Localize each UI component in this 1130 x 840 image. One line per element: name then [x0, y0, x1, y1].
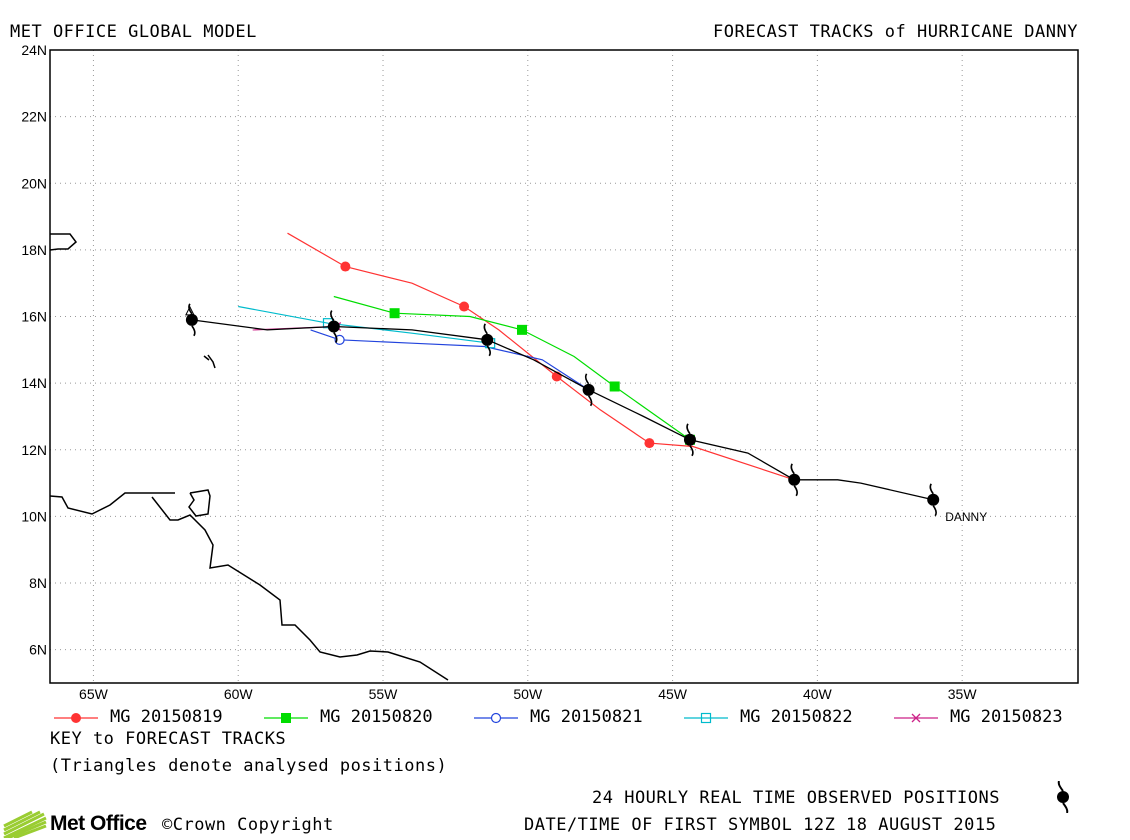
- series-marker: [644, 438, 655, 449]
- y-tick-label: 8N: [29, 575, 47, 591]
- model-title: MET OFFICE GLOBAL MODEL: [10, 22, 257, 42]
- series-marker: [389, 308, 400, 319]
- series-marker: [459, 301, 470, 312]
- x-tick-label: 65W: [79, 686, 109, 702]
- series-marker: [71, 713, 81, 723]
- y-tick-label: 16N: [21, 309, 47, 325]
- observed-position-symbol: [927, 483, 940, 517]
- observed-positions-label: 24 HOURLY REAL TIME OBSERVED POSITIONS: [592, 788, 1000, 808]
- observed-position-symbol: [683, 423, 696, 457]
- series-mg-20150820: [333, 295, 695, 445]
- legend-swatch: [54, 713, 98, 723]
- coastline-island-small: [203, 355, 210, 361]
- legend-label: MG 20150819: [110, 707, 223, 727]
- y-tick-label: 22N: [21, 109, 47, 125]
- y-tick-label: 12N: [21, 442, 47, 458]
- observed-position-symbol: [788, 463, 801, 497]
- chart-title: FORECAST TRACKS of HURRICANE DANNY: [713, 22, 1078, 42]
- axis-tick-labels: 65W 60W 55W 50W 45W 40W 35W 6N 8N 10N 12N 14N 16N 18N…: [21, 42, 977, 702]
- legend-swatch: [474, 712, 518, 724]
- legend-entry: MG 20150820: [262, 707, 433, 729]
- legend-label: MG 20150820: [320, 707, 433, 727]
- map-grid: [50, 49, 1078, 683]
- legend-entry: MG 20150822: [682, 707, 853, 729]
- series-marker: [517, 324, 528, 335]
- legend-swatch: [264, 713, 308, 723]
- legend-entry: MG 20150823: [892, 707, 1063, 729]
- x-tick-label: 60W: [224, 686, 254, 702]
- copyright-text: ©Crown Copyright: [162, 815, 334, 835]
- series-mg-20150821: [310, 329, 594, 395]
- series-line: [238, 305, 491, 344]
- series-marker: [334, 334, 345, 345]
- observed-position-symbol: [481, 323, 494, 357]
- x-tick-label: 45W: [658, 686, 688, 702]
- series-marker: [911, 713, 921, 723]
- y-tick-label: 20N: [21, 175, 47, 191]
- met-office-logo-text: Met Office: [50, 812, 147, 835]
- key-note: (Triangles denote analysed positions): [50, 756, 448, 776]
- hurricane-symbol-icon: [1057, 781, 1069, 813]
- observed-track: [185, 303, 940, 517]
- legend-entry: MG 20150821: [472, 707, 643, 729]
- legend-label: MG 20150823: [950, 707, 1063, 727]
- coastline-island-chain: [207, 354, 216, 369]
- series-marker: [340, 261, 351, 272]
- first-symbol-date-label: DATE/TIME OF FIRST SYMBOL 12Z 18 AUGUST …: [524, 815, 997, 835]
- series-line: [333, 295, 691, 441]
- plot-frame: [49, 49, 1079, 684]
- x-tick-label: 40W: [803, 686, 833, 702]
- series-line: [287, 232, 795, 481]
- observed-position-symbol: [582, 373, 595, 407]
- legend-label: MG 20150822: [740, 707, 853, 727]
- series-mg-20150819: [287, 232, 800, 485]
- series-line: [310, 329, 589, 391]
- y-tick-label: 18N: [21, 242, 47, 258]
- x-tick-label: 35W: [948, 686, 978, 702]
- series-marker: [700, 712, 712, 724]
- series-marker: [490, 712, 502, 724]
- observed-position-symbol: [327, 310, 340, 343]
- x-tick-label: 50W: [513, 686, 543, 702]
- legend-swatch: [894, 713, 938, 723]
- forecast-series: [238, 232, 800, 485]
- analysed-position-triangle: [185, 305, 195, 316]
- x-tick-label: 55W: [369, 686, 399, 702]
- key-title: KEY to FORECAST TRACKS: [50, 729, 287, 749]
- observed-track-line: [191, 319, 934, 501]
- coastline-south-america: [49, 492, 449, 681]
- series-marker: [609, 381, 620, 392]
- y-tick-label: 24N: [21, 42, 47, 58]
- legend-label: MG 20150821: [530, 707, 643, 727]
- y-tick-label: 10N: [21, 508, 47, 524]
- coastline-puerto-rico: [49, 233, 78, 251]
- series-marker: [281, 713, 291, 723]
- y-tick-label: 6N: [29, 642, 47, 658]
- y-tick-label: 14N: [21, 375, 47, 391]
- coastline-trinidad: [188, 489, 211, 517]
- observed-position-symbol: [185, 303, 198, 337]
- legend-swatch: [684, 712, 728, 724]
- met-office-logo-icon: [3, 810, 47, 838]
- storm-name-label: DANNY: [945, 510, 987, 524]
- legend-entry: MG 20150819: [52, 707, 223, 729]
- coastline-outline: [49, 233, 449, 681]
